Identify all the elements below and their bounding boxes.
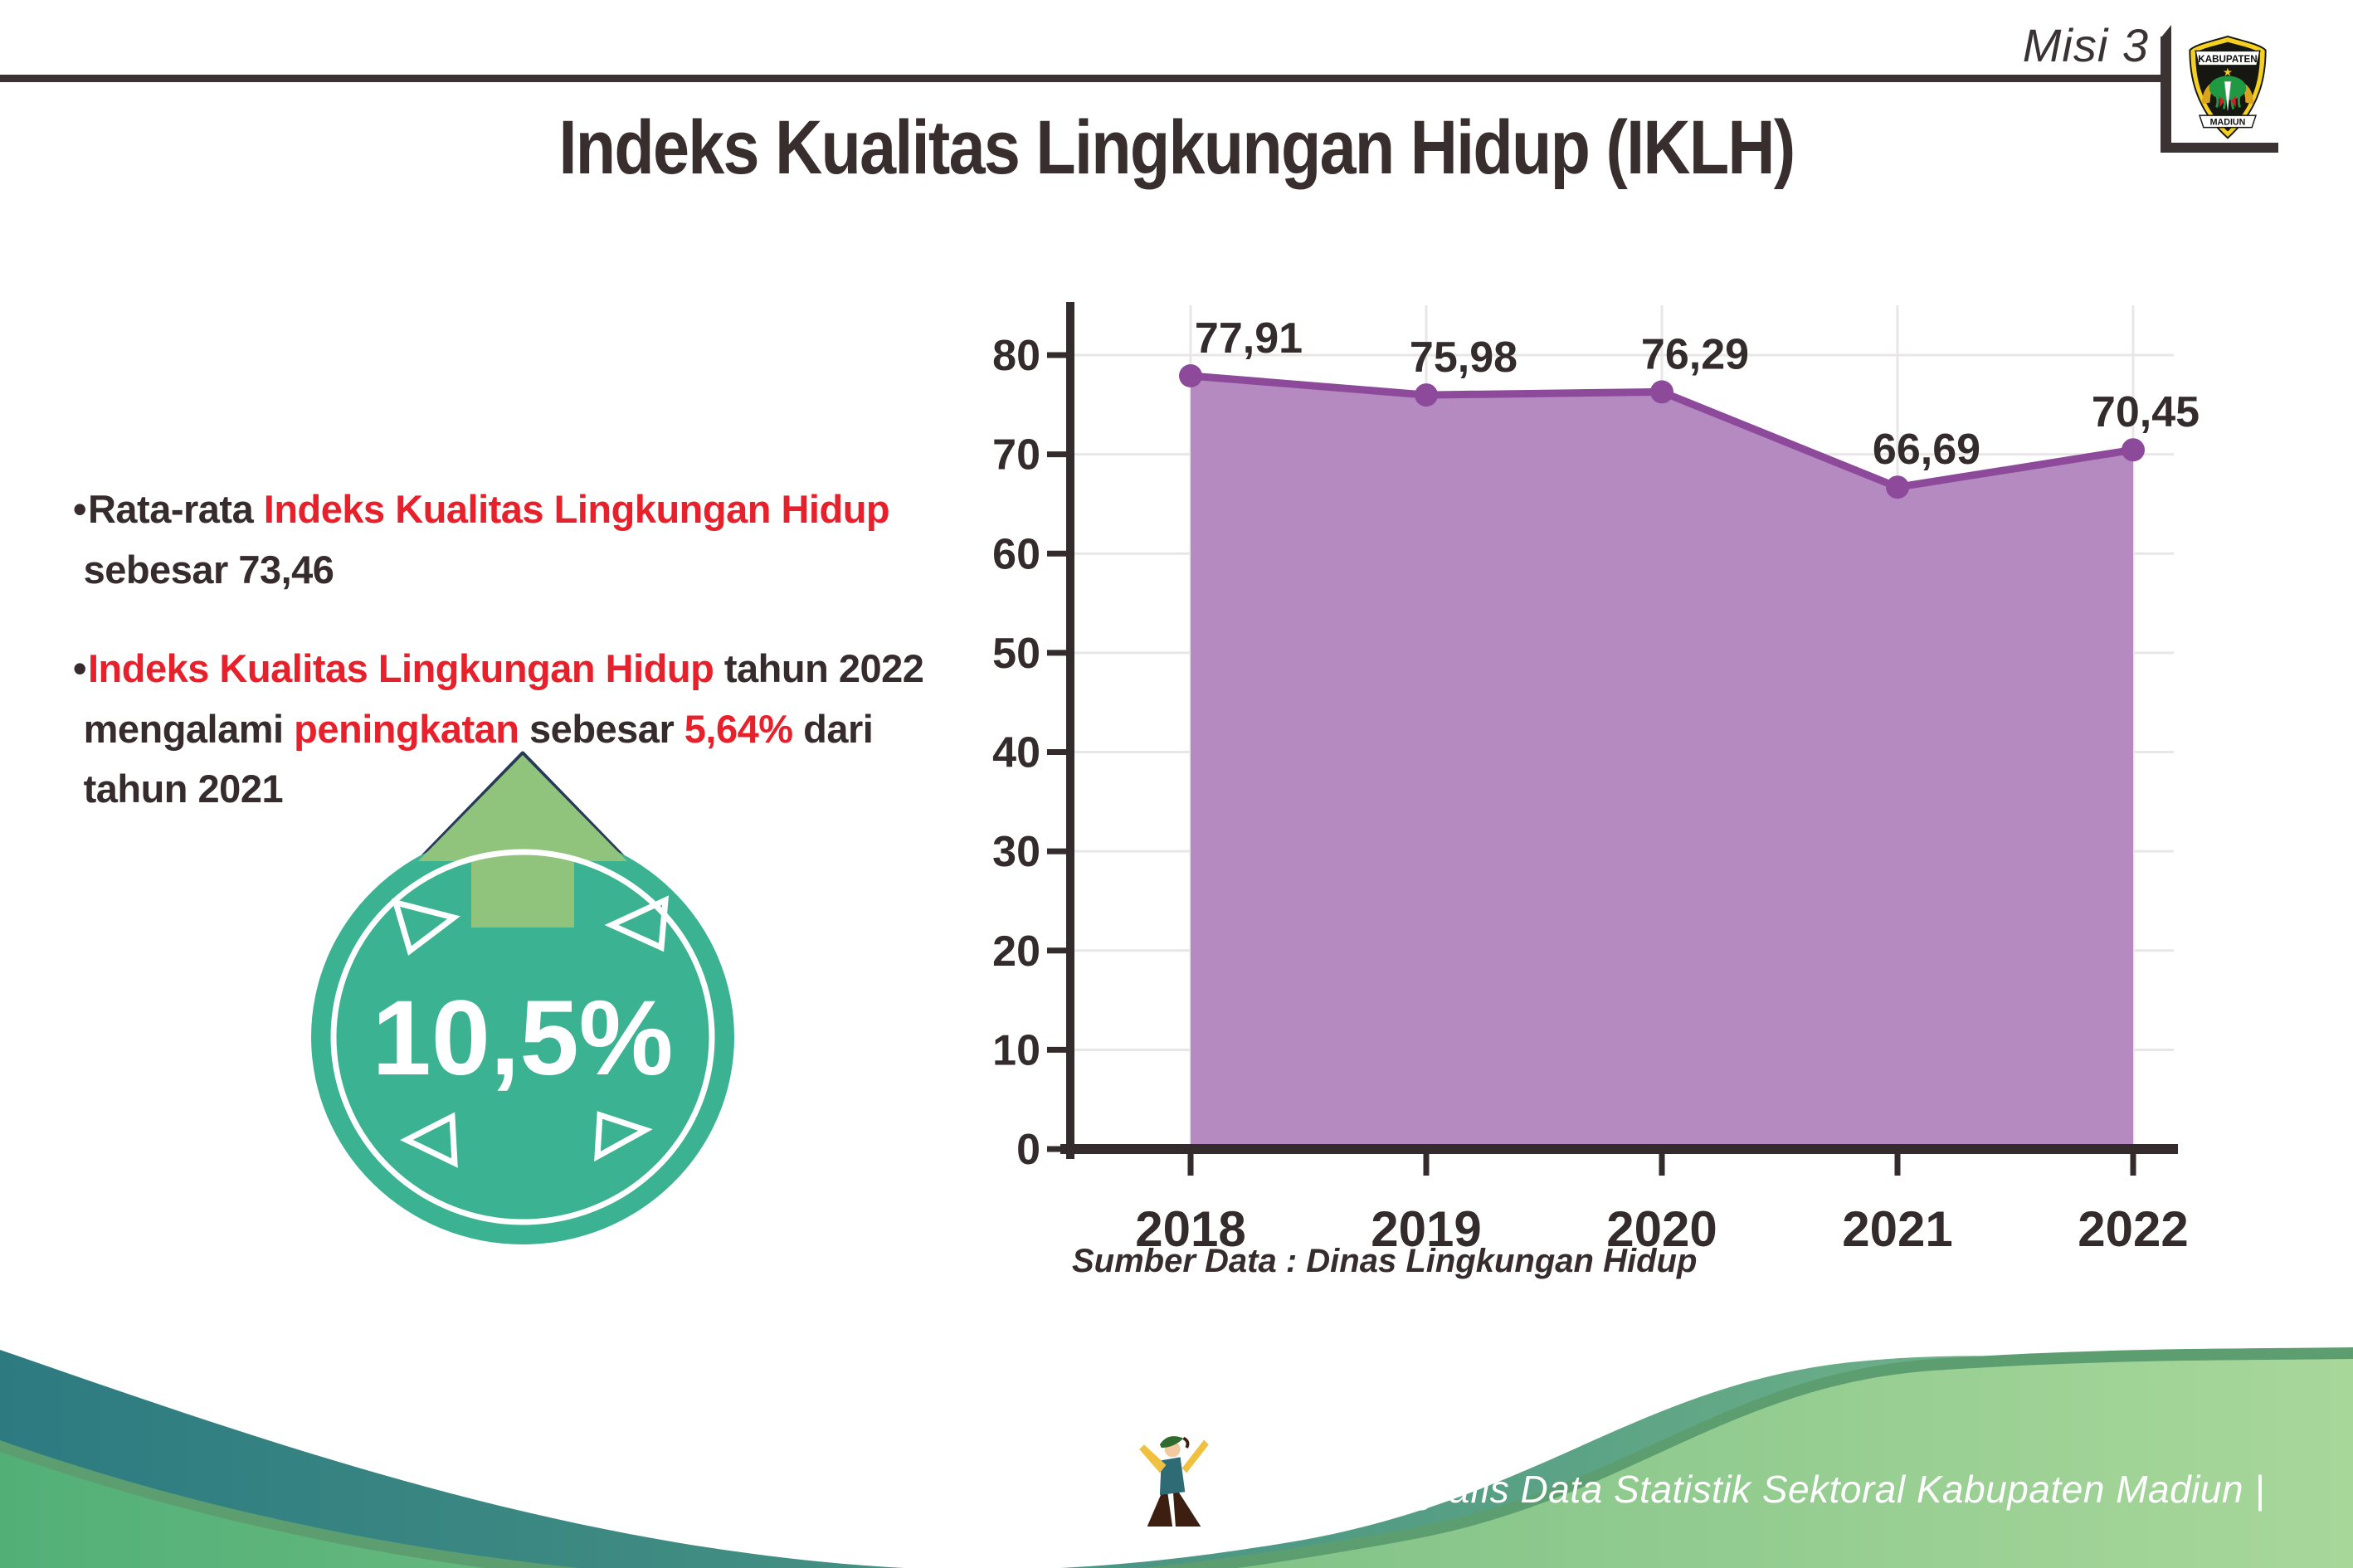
bullet-text-segment: peningkatan xyxy=(294,706,519,751)
increase-badge: 10,5% xyxy=(311,751,734,1244)
data-point xyxy=(1886,475,1909,499)
bullet-text-segment: Indeks Kualitas Lingkungan Hidup xyxy=(263,487,890,531)
source-note: Sumber Data : Dinas Lingkungan Hidup xyxy=(1072,1243,1698,1279)
bullet-text-segment: tahun 2022 xyxy=(714,645,924,690)
kabupaten-madiun-logo-icon: KABUPATEN ★ MADIUN xyxy=(2189,35,2267,139)
data-point xyxy=(1415,383,1438,407)
bullet-text-segment: Indeks Kualitas Lingkungan Hidup xyxy=(87,645,714,690)
bullet-text-segment: Rata-rata xyxy=(87,487,264,531)
year-label: 2022 xyxy=(2078,1201,2188,1257)
bullet-item-1: •Rata-rata Indeks Kualitas Lingkungan Hi… xyxy=(73,480,986,601)
summary-bullets: •Rata-rata Indeks Kualitas Lingkungan Hi… xyxy=(73,480,986,858)
value-labels: 77,91 75,98 76,29 66,69 70,45 xyxy=(1195,314,2200,474)
bullet-text-segment: dari xyxy=(792,706,874,751)
svg-text:70: 70 xyxy=(992,431,1040,480)
data-point xyxy=(1179,364,1202,388)
badge-spark-triangles xyxy=(391,895,670,1168)
data-point xyxy=(2122,438,2145,462)
svg-text:40: 40 xyxy=(992,729,1040,777)
logo-top-text: KABUPATEN xyxy=(2198,54,2257,65)
footer-wave xyxy=(0,1347,2353,1568)
page-title: Indeks Kualitas Lingkungan Hidup (IKLH) xyxy=(558,105,1796,190)
badge-inner-ring xyxy=(330,849,715,1225)
ticks xyxy=(1047,352,2136,1176)
svg-text:80: 80 xyxy=(992,332,1040,380)
svg-text:50: 50 xyxy=(992,630,1040,678)
svg-text:20: 20 xyxy=(992,928,1040,976)
logo-star-icon: ★ xyxy=(2223,66,2233,78)
value-label: 77,91 xyxy=(1195,314,1303,363)
y-axis-labels: 0 10 20 30 40 50 60 70 80 xyxy=(992,332,1040,1174)
bullet-dot-icon: • xyxy=(73,645,86,690)
badge-value: 10,5% xyxy=(373,979,674,1098)
data-points xyxy=(1179,364,2145,499)
header-rule xyxy=(0,75,2164,82)
area-fill xyxy=(1191,376,2133,1150)
mascot-icon xyxy=(1131,1434,1214,1530)
bullet-text-segment: mengalami xyxy=(73,706,295,751)
year-label: 2021 xyxy=(1842,1201,1952,1257)
svg-text:30: 30 xyxy=(992,828,1040,876)
year-label: 2020 xyxy=(1606,1201,1717,1257)
value-label: 70,45 xyxy=(2092,388,2200,436)
x-axis-labels: 2018 2019 2020 2021 2022 xyxy=(1135,1201,2188,1257)
axes xyxy=(1060,302,2178,1159)
misi-label: Misi 3 xyxy=(2022,19,2149,71)
bullet-text-segment: tahun 2021 xyxy=(73,767,284,811)
footer-credit: Media Infografis Data Statistik Sektoral… xyxy=(1231,1468,2265,1511)
svg-text:60: 60 xyxy=(992,530,1040,578)
logo-frame-horizontal xyxy=(2161,143,2278,153)
bullet-item-2: •Indeks Kualitas Lingkungan Hidup tahun … xyxy=(73,639,986,821)
bullet-text-segment: sebesar xyxy=(519,706,684,751)
logo-bottom-text: MADIUN xyxy=(2210,118,2246,128)
bullet-text-segment: sebesar 73,46 xyxy=(73,547,334,592)
value-label: 66,69 xyxy=(1873,426,1980,474)
data-point xyxy=(1650,380,1673,404)
value-label: 75,98 xyxy=(1410,334,1518,382)
logo-frame-vertical xyxy=(2161,37,2171,153)
bullet-dot-icon: • xyxy=(73,487,86,531)
iklh-area-chart: 0 10 20 30 40 50 60 70 80 2018 2019 2020 2021 2022 77,… xyxy=(992,302,2200,1257)
value-label: 76,29 xyxy=(1641,330,1749,378)
year-label: 2018 xyxy=(1135,1201,1245,1257)
svg-text:10: 10 xyxy=(992,1026,1040,1074)
year-label: 2019 xyxy=(1371,1201,1481,1257)
svg-text:0: 0 xyxy=(1016,1126,1040,1174)
bullet-text-segment: 5,64% xyxy=(684,706,793,751)
footer-wave-green xyxy=(0,1359,2353,1568)
